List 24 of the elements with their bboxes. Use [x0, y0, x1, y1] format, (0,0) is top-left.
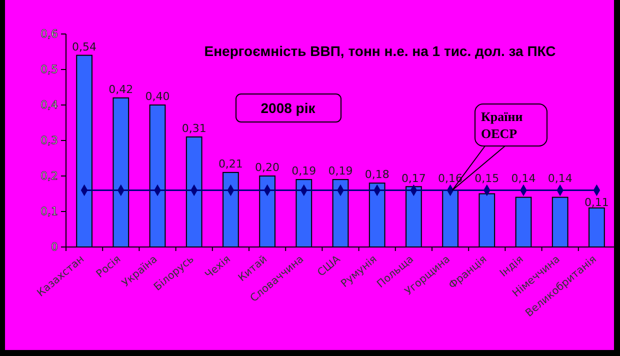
- data-label: 0,19: [328, 164, 353, 178]
- data-label: 0,18: [364, 168, 390, 182]
- y-tick-label: 0,2: [40, 170, 58, 183]
- data-label: 0,21: [218, 157, 243, 170]
- y-tick-label: 0,6: [40, 28, 58, 41]
- data-label: 0,15: [474, 172, 500, 186]
- data-label: 0,19: [292, 164, 316, 178]
- data-label: 0,14: [511, 172, 536, 186]
- data-label: 0,14: [548, 172, 572, 186]
- y-tick-label: 0,3: [40, 134, 58, 148]
- data-label: 0,54: [72, 40, 97, 54]
- data-label: 0,17: [401, 172, 426, 186]
- y-tick-label: 0: [51, 240, 58, 254]
- data-label: 0,31: [182, 122, 206, 135]
- text: Країни ОЕСР: [481, 109, 524, 141]
- text: 2008 рік: [260, 100, 316, 116]
- text: Енергоємність ВВП, тонн н.е. на 1 тис. дол. за ПКС: [204, 43, 556, 59]
- y-tick-label: 0,4: [40, 98, 58, 112]
- data-label: 0,20: [255, 161, 280, 174]
- y-tick-label: 0,1: [40, 205, 58, 218]
- data-label: 0,40: [145, 90, 170, 103]
- y-tick-label: 0,5: [40, 63, 58, 76]
- data-label: 0,42: [108, 82, 134, 96]
- data-label: 0,11: [584, 196, 609, 210]
